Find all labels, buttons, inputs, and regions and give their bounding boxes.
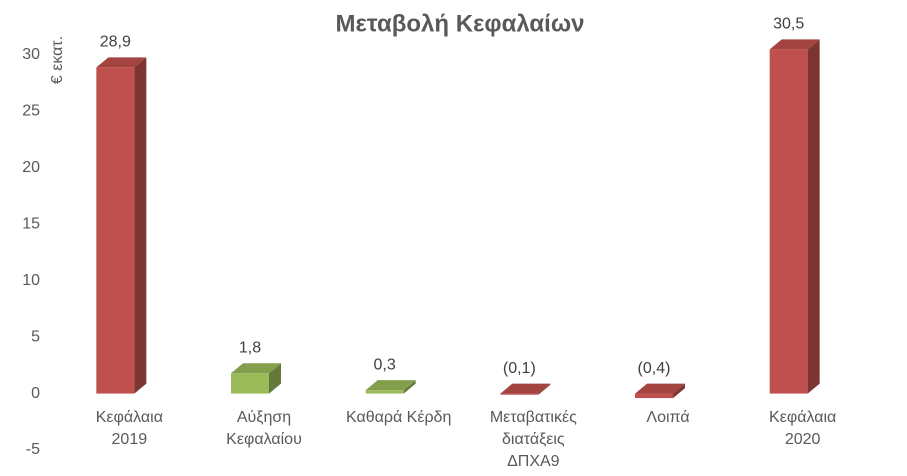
x-tick-label: Καθαρά Κέρδη	[346, 409, 451, 426]
y-tick-label: 30	[22, 46, 40, 63]
x-tick-label: 2019	[112, 431, 148, 448]
bar-side	[269, 363, 281, 394]
bar-top	[365, 380, 416, 391]
bar-side	[403, 380, 416, 394]
x-tick-label: Κεφάλαια	[96, 409, 163, 426]
bar	[500, 393, 539, 395]
bar-side	[538, 383, 551, 395]
value-label: 0,3	[374, 356, 396, 373]
bar-top	[231, 363, 281, 374]
y-axis-label: € εκατ.	[49, 36, 66, 84]
value-label: (0,4)	[638, 360, 671, 377]
value-label: 28,9	[100, 34, 131, 51]
bar-side	[807, 39, 820, 394]
bar-top	[96, 57, 147, 68]
bar-top	[500, 383, 551, 394]
bar-side	[673, 383, 685, 399]
x-tick-label: διατάξεις	[502, 431, 565, 448]
x-tick-label: ΔΠΧΑ9	[507, 453, 560, 470]
bar	[635, 393, 673, 399]
bar	[769, 49, 808, 394]
x-tick-label: Λοιπά	[646, 409, 689, 426]
x-tick-label: Κεφάλαια	[769, 409, 836, 426]
y-tick-label: 10	[22, 272, 40, 289]
x-tick-label: Αύξηση	[237, 409, 291, 426]
y-tick-label: 20	[22, 159, 40, 176]
y-tick-label: 25	[22, 103, 40, 120]
chart-title: Μεταβολή Κεφαλαίων	[336, 10, 585, 37]
y-tick-label: -5	[26, 441, 40, 458]
value-label: 1,8	[239, 339, 261, 356]
value-label: 30,5	[773, 16, 804, 33]
bar	[231, 373, 269, 394]
x-tick-label: Μεταβατικές	[490, 409, 577, 426]
bar-top	[769, 39, 820, 50]
bar	[365, 390, 404, 394]
x-tick-label: Κεφαλαίου	[226, 431, 302, 448]
value-label: (0,1)	[503, 360, 536, 377]
bar	[96, 67, 135, 394]
y-tick-label: 0	[31, 385, 40, 402]
y-tick-label: 15	[22, 216, 40, 233]
x-tick-label: 2020	[785, 431, 821, 448]
bar-side	[134, 57, 147, 394]
y-tick-label: 5	[31, 328, 40, 345]
bar-top	[635, 383, 685, 394]
